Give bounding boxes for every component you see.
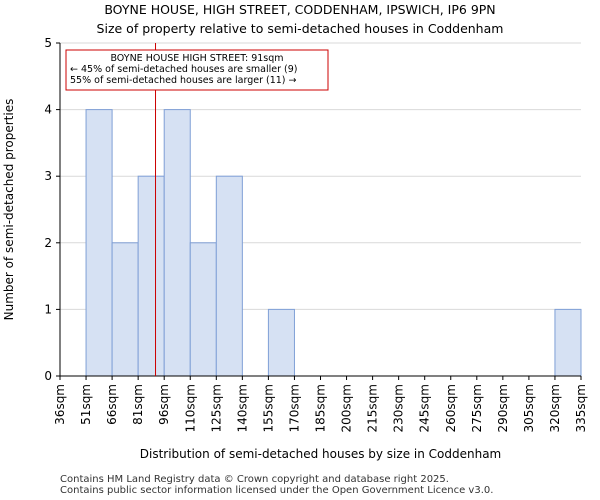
x-tick-label: 230sqm (392, 384, 406, 432)
x-tick-label: 290sqm (496, 384, 510, 432)
footer-copyright: Contains HM Land Registry data © Crown c… (60, 474, 449, 485)
x-tick-label: 170sqm (287, 384, 301, 432)
y-tick-label: 1 (44, 302, 52, 316)
x-tick-label: 81sqm (131, 384, 145, 425)
y-tick-label: 0 (44, 369, 52, 383)
x-tick-label: 51sqm (79, 384, 93, 425)
histogram-bar (137, 175, 165, 377)
x-tick-label: 215sqm (366, 384, 380, 432)
x-tick-label: 66sqm (105, 384, 119, 425)
histogram-bar (111, 242, 139, 377)
y-tick-label: 3 (44, 169, 52, 183)
x-tick-label: 140sqm (235, 384, 249, 432)
y-tick-label: 4 (44, 103, 52, 117)
x-tick-label: 320sqm (548, 384, 562, 432)
x-tick-label: 275sqm (470, 384, 484, 432)
x-tick-label: 260sqm (444, 384, 458, 432)
x-tick-label: 200sqm (340, 384, 354, 432)
histogram-bar (554, 308, 582, 377)
x-tick-label: 96sqm (157, 384, 171, 425)
histogram-bar (163, 109, 191, 377)
annotation-box (65, 49, 329, 91)
x-tick-label: 245sqm (418, 384, 432, 432)
x-tick-label: 36sqm (53, 384, 67, 425)
annotation-line: BOYNE HOUSE HIGH STREET: 91sqm (110, 53, 283, 64)
chart-title: BOYNE HOUSE, HIGH STREET, CODDENHAM, IPS… (104, 2, 496, 17)
x-tick-label: 110sqm (183, 384, 197, 432)
annotation-line: ← 45% of semi-detached houses are smalle… (70, 64, 298, 75)
x-tick-label: 335sqm (574, 384, 588, 432)
x-tick-label: 305sqm (522, 384, 536, 432)
histogram-bar (215, 175, 243, 377)
histogram-bar (189, 242, 217, 377)
x-tick-label: 155sqm (261, 384, 275, 432)
x-tick-label: 185sqm (314, 384, 328, 432)
chart-subtitle: Size of property relative to semi-detach… (96, 21, 504, 36)
y-axis-label: Number of semi-detached properties (2, 99, 16, 321)
y-tick-label: 5 (44, 36, 52, 50)
y-tick-label: 2 (44, 236, 52, 250)
x-tick-label: 125sqm (209, 384, 223, 432)
annotation-line: 55% of semi-detached houses are larger (… (70, 75, 297, 86)
histogram-bar (267, 308, 295, 377)
x-axis-label: Distribution of semi-detached houses by … (140, 447, 501, 461)
histogram-bar (85, 109, 113, 377)
footer-licence: Contains public sector information licen… (60, 485, 494, 496)
